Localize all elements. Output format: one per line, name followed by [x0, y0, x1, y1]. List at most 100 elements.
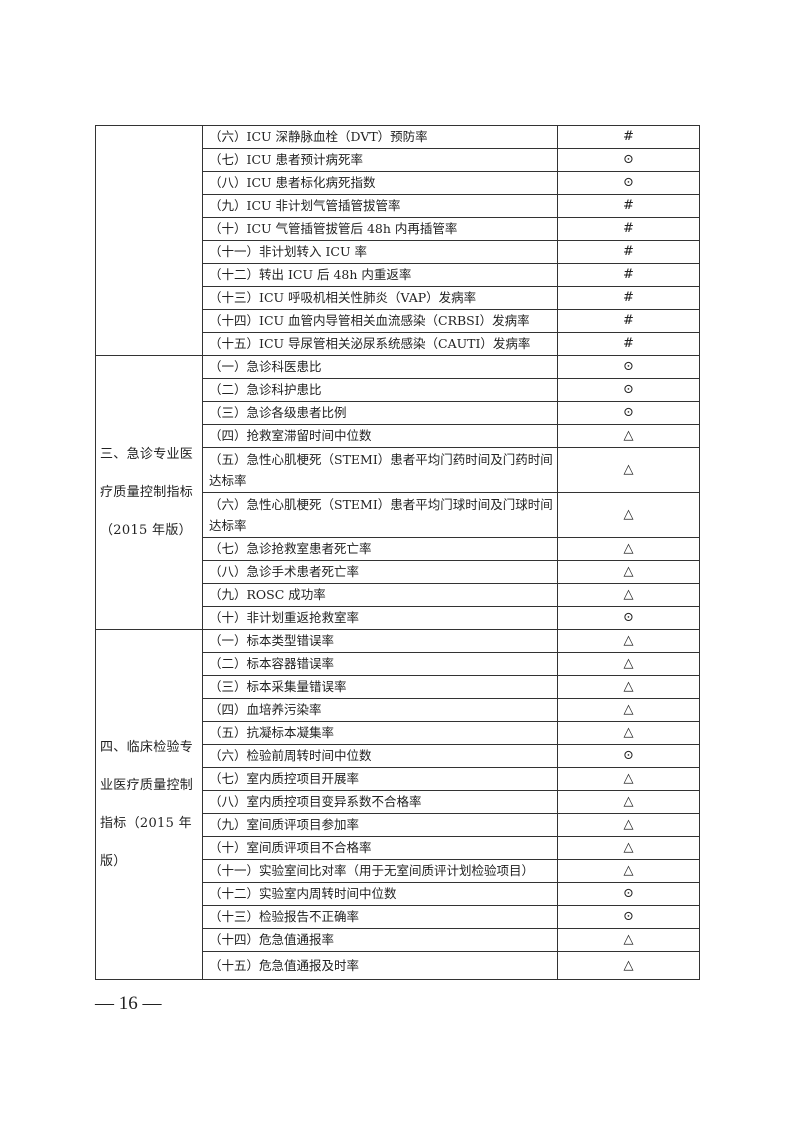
indicator-mark: # [557, 217, 700, 241]
indicator-mark: # [557, 309, 700, 333]
indicator-name: （五）急性心肌梗死（STEMI）患者平均门药时间及门药时间达标率 [202, 447, 558, 493]
table-row: （八）急诊手术患者死亡率 △ [96, 560, 700, 584]
indicator-name: （十四）危急值通报率 [202, 928, 558, 952]
indicator-mark: # [557, 240, 700, 264]
indicator-name: （十二）实验室内周转时间中位数 [202, 882, 558, 906]
table-row: （十一）非计划转入 ICU 率 # [96, 240, 700, 264]
indicator-name: （一）标本类型错误率 [202, 629, 558, 653]
indicator-name: （七）室内质控项目开展率 [202, 767, 558, 791]
indicator-mark: △ [557, 790, 700, 814]
table-row: （四）抢救室滞留时间中位数 △ [96, 424, 700, 448]
indicator-name: （十）非计划重返抢救室率 [202, 606, 558, 630]
table-row: 三、急诊专业医疗质量控制指标（2015 年版） （一）急诊科医患比 ⊙ [95, 355, 700, 630]
indicator-mark: △ [557, 951, 700, 980]
category-cell: 四、临床检验专业医疗质量控制指标（2015 年版） [95, 629, 203, 980]
indicator-mark: # [557, 125, 700, 149]
indicator-name: （一）急诊科医患比 [202, 355, 558, 379]
indicator-name: （九）室间质评项目参加率 [202, 813, 558, 837]
table-row: （七）急诊抢救室患者死亡率 △ [96, 537, 700, 561]
indicator-mark: ⊙ [557, 148, 700, 172]
table-row: （四）血培养污染率 △ [96, 698, 700, 722]
indicator-name: （十五）危急值通报及时率 [202, 951, 558, 980]
indicator-name: （六）ICU 深静脉血栓（DVT）预防率 [202, 125, 558, 149]
table-row: （三）急诊各级患者比例 ⊙ [96, 401, 700, 425]
table-row: （十二）实验室内周转时间中位数 ⊙ [96, 882, 700, 906]
indicator-mark: △ [557, 721, 700, 745]
table-row: （三）标本采集量错误率 △ [96, 675, 700, 699]
indicator-mark: △ [557, 424, 700, 448]
table-row: （九）室间质评项目参加率 △ [96, 813, 700, 837]
table-row: （二）标本容器错误率 △ [96, 652, 700, 676]
indicator-mark: ⊙ [557, 401, 700, 425]
indicator-name: （十一）实验室间比对率（用于无室间质评计划检验项目） [202, 859, 558, 883]
indicator-mark: △ [557, 560, 700, 584]
table-row: 四、临床检验专业医疗质量控制指标（2015 年版） （一）标本类型错误率 △ [95, 629, 700, 980]
indicator-name: （四）抢救室滞留时间中位数 [202, 424, 558, 448]
indicator-name: （八）急诊手术患者死亡率 [202, 560, 558, 584]
category-cell: 三、急诊专业医疗质量控制指标（2015 年版） [95, 355, 203, 630]
indicator-name: （七）ICU 患者预计病死率 [202, 148, 558, 172]
table-row: （二）急诊科护患比 ⊙ [96, 378, 700, 402]
table-row: （九）ROSC 成功率 △ [96, 583, 700, 607]
indicator-mark: ⊙ [557, 378, 700, 402]
indicator-mark: ⊙ [557, 606, 700, 630]
indicator-mark: ⊙ [557, 171, 700, 195]
indicator-mark: △ [557, 492, 700, 538]
indicator-name: （十一）非计划转入 ICU 率 [202, 240, 558, 264]
table-row: （十四）危急值通报率 △ [96, 928, 700, 952]
indicator-name: （十二）转出 ICU 后 48h 内重返率 [202, 263, 558, 287]
indicator-name: （三）急诊各级患者比例 [202, 401, 558, 425]
indicator-name: （五）抗凝标本凝集率 [202, 721, 558, 745]
indicator-mark: △ [557, 698, 700, 722]
indicator-mark: ⊙ [557, 744, 700, 768]
indicator-name: （七）急诊抢救室患者死亡率 [202, 537, 558, 561]
indicator-mark: △ [557, 629, 700, 653]
table-row: （六）ICU 深静脉血栓（DVT）预防率 # [95, 125, 700, 356]
indicator-mark: △ [557, 928, 700, 952]
category-cell [95, 125, 203, 356]
indicator-name: （八）ICU 患者标化病死指数 [202, 171, 558, 195]
indicator-mark: △ [557, 583, 700, 607]
table-row: （八）室内质控项目变异系数不合格率 △ [96, 790, 700, 814]
indicator-mark: △ [557, 447, 700, 493]
indicator-mark: ⊙ [557, 882, 700, 906]
table-row: （十五）危急值通报及时率 △ [96, 951, 700, 980]
indicator-name: （二）标本容器错误率 [202, 652, 558, 676]
indicator-name: （六）检验前周转时间中位数 [202, 744, 558, 768]
indicator-name: （九）ICU 非计划气管插管拔管率 [202, 194, 558, 218]
indicator-name: （十五）ICU 导尿管相关泌尿系统感染（CAUTI）发病率 [202, 332, 558, 356]
indicator-mark: # [557, 263, 700, 287]
table-row: （五）急性心肌梗死（STEMI）患者平均门药时间及门药时间达标率 △ [96, 447, 700, 493]
indicator-name: （十）ICU 气管插管拔管后 48h 内再插管率 [202, 217, 558, 241]
table-row: （十五）ICU 导尿管相关泌尿系统感染（CAUTI）发病率 # [96, 332, 700, 356]
indicator-name: （二）急诊科护患比 [202, 378, 558, 402]
indicator-table: （六）ICU 深静脉血栓（DVT）预防率 # （七）ICU 患者预计病死率 ⊙ （八）I… [95, 125, 700, 980]
indicator-name: （十四）ICU 血管内导管相关血流感染（CRBSI）发病率 [202, 309, 558, 333]
indicator-mark: △ [557, 836, 700, 860]
table-row: （六）急性心肌梗死（STEMI）患者平均门球时间及门球时间达标率 △ [96, 492, 700, 538]
indicator-name: （八）室内质控项目变异系数不合格率 [202, 790, 558, 814]
indicator-name: （六）急性心肌梗死（STEMI）患者平均门球时间及门球时间达标率 [202, 492, 558, 538]
indicator-mark: ⊙ [557, 355, 700, 379]
table-row: （十一）实验室间比对率（用于无室间质评计划检验项目） △ [96, 859, 700, 883]
table-row: （六）检验前周转时间中位数 ⊙ [96, 744, 700, 768]
indicator-mark: △ [557, 859, 700, 883]
table-row: （九）ICU 非计划气管插管拔管率 # [96, 194, 700, 218]
table-row: （七）ICU 患者预计病死率 ⊙ [96, 148, 700, 172]
indicator-mark: # [557, 332, 700, 356]
indicator-name: （十）室间质评项目不合格率 [202, 836, 558, 860]
table-row: （七）室内质控项目开展率 △ [96, 767, 700, 791]
indicator-mark: △ [557, 675, 700, 699]
table-row: （十四）ICU 血管内导管相关血流感染（CRBSI）发病率 # [96, 309, 700, 333]
indicator-name: （九）ROSC 成功率 [202, 583, 558, 607]
indicator-mark: △ [557, 537, 700, 561]
indicator-mark: △ [557, 813, 700, 837]
indicator-name: （十三）ICU 呼吸机相关性肺炎（VAP）发病率 [202, 286, 558, 310]
indicator-mark: ⊙ [557, 905, 700, 929]
indicator-mark: △ [557, 767, 700, 791]
indicator-mark: △ [557, 652, 700, 676]
page-number: — 16 — [95, 993, 162, 1014]
indicator-name: （三）标本采集量错误率 [202, 675, 558, 699]
indicator-mark: # [557, 286, 700, 310]
indicator-name: （十三）检验报告不正确率 [202, 905, 558, 929]
